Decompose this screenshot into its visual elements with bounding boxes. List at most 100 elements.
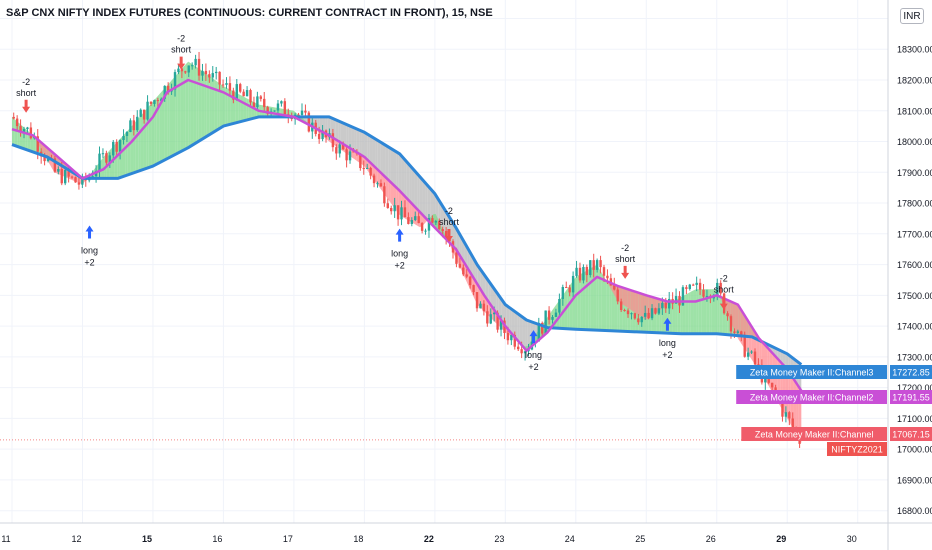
fill-segment [251,106,255,119]
fill-segment [488,280,491,306]
signal-label: -2 [445,206,453,216]
short-arrow-icon [444,228,453,242]
time-tick-label: 25 [635,534,645,544]
candle-body [125,131,129,136]
fill-segment [230,95,234,125]
fill-segment [522,317,526,350]
candle-body [393,205,396,212]
fill-segment [322,116,326,134]
fill-segment [140,112,144,131]
time-tick-label: 18 [353,534,363,544]
fill-segment [703,298,707,334]
signal-long: long +2 [659,317,676,360]
candle-body [664,302,667,309]
candle-body [91,176,94,178]
candle-body [561,287,565,300]
fill-segment [206,86,210,137]
fill-segment [138,130,141,172]
fill-segment [672,301,676,334]
candle-body [142,109,146,120]
fill-segment [690,301,694,334]
candle-body [225,83,228,85]
fill-segment [127,142,131,175]
candle-body [396,205,400,220]
signal-long: long +2 [391,228,408,271]
fill-segment [625,288,628,308]
fill-segment [572,296,576,330]
candle-body [366,167,369,169]
fill-segment [498,295,502,321]
fill-segment [482,272,486,298]
signal-label: long [525,350,542,360]
candle-body [259,96,263,99]
fill-segment [135,133,139,173]
candle-body [146,101,149,120]
candle-body [403,207,407,218]
candle-body [637,318,640,323]
fill-segment [409,200,412,223]
candle-body [523,351,527,354]
series-value-badge [890,427,932,441]
fill-segment [388,179,391,204]
candle-body [19,126,22,133]
fill-segment [227,94,231,126]
series-line-1 [11,115,803,366]
candle-body [431,218,434,223]
time-tick-label: 22 [424,534,434,544]
fill-segment [217,90,220,130]
candle-body [372,175,376,184]
fill-segment [519,315,523,347]
fill-segment [490,284,494,309]
fill-segment [609,282,612,331]
series-value-badge [890,390,932,404]
fill-segment [319,116,323,132]
price-tick-label: 17900.00 [897,168,932,178]
fill-segment [564,306,568,329]
candle-body [379,183,383,187]
candle-body [266,107,269,114]
candle-body [149,101,153,104]
fill-segment [348,125,352,149]
candle-body [345,149,348,161]
candle-body [657,308,661,314]
signal-label: short [171,45,192,55]
candle-body [53,158,57,172]
fill-segment [506,305,510,331]
candle-body [252,102,256,108]
candle-body [479,303,482,309]
series-line-2 [11,78,803,392]
candle-body [643,312,647,317]
currency-button[interactable]: INR [900,8,924,24]
fill-segment [159,101,162,163]
fill-segment [369,135,373,165]
fill-segment [711,295,715,334]
fill-segment [485,276,489,302]
fill-segment [598,277,602,331]
fill-segment [582,286,586,330]
candle-body [695,282,698,285]
time-axis[interactable]: 11 12 15 16 17 18 22 23 24 25 26 29 30 [0,522,932,544]
signal-label: -2 [621,243,629,253]
candle-body [173,72,177,90]
fill-segment [25,133,28,151]
candle-body [568,287,571,293]
candle-body [221,84,225,86]
short-arrow-icon [177,56,186,70]
long-arrow-icon [529,330,538,344]
series-name-badge [736,390,887,404]
candle-body [22,129,26,133]
fill-segment [190,63,194,82]
fill-segment [585,284,589,330]
candle-body [187,65,190,73]
fill-segment [259,104,262,112]
series-value-text: 17067.15 [892,430,930,440]
fill-segment [133,137,136,174]
series-labels: Zeta Money Maker II:Channel3 17272.85Zeta… [736,365,932,456]
price-axis[interactable]: 18300.00 18200.00 18100.00 18000.00 17900.00… [887,0,932,550]
fill-segment [709,296,712,334]
time-tick-label: 23 [494,534,504,544]
candle-body [698,282,702,290]
